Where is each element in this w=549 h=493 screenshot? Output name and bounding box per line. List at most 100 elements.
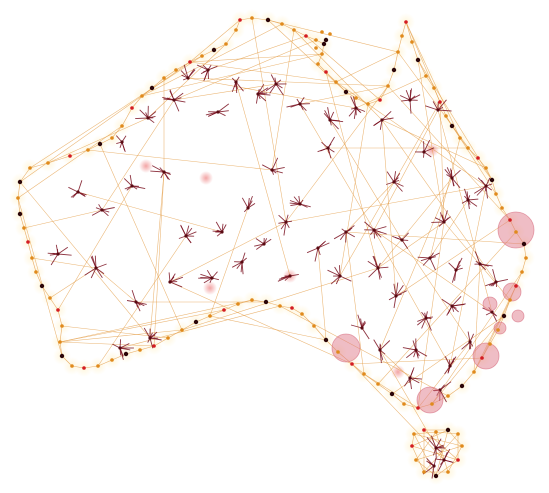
coast-dot-icon	[422, 470, 426, 474]
hub-ray	[339, 275, 352, 282]
hub-ray	[429, 252, 440, 259]
hub-ray	[241, 252, 246, 263]
coast-link	[351, 363, 365, 375]
hub-ray	[422, 257, 431, 266]
hub-ray	[393, 172, 401, 183]
hub-ray	[169, 276, 184, 283]
hub-ray	[435, 438, 442, 449]
network-link	[147, 43, 227, 119]
hub-core	[360, 326, 364, 330]
coast-link	[47, 155, 71, 164]
hub-core	[284, 220, 288, 224]
coast-dot-icon	[444, 114, 448, 118]
hub-ray	[412, 340, 417, 351]
hub-core	[274, 82, 278, 86]
hub-ray	[350, 324, 363, 329]
hub-star-icon	[414, 139, 435, 158]
coast-dot-icon	[402, 402, 406, 406]
network-link	[207, 35, 307, 71]
hub-star-icon	[474, 177, 493, 199]
network-link	[87, 149, 273, 171]
hub-star-icon	[485, 268, 508, 288]
coast-link	[223, 303, 239, 311]
hub-ray	[185, 227, 193, 237]
hub-ray	[240, 261, 243, 273]
hub-core	[428, 256, 432, 260]
network-link	[443, 221, 511, 301]
hub-ray	[306, 247, 319, 254]
hub-ray	[409, 377, 420, 384]
coast-dot-icon	[484, 166, 488, 170]
coast-link	[251, 17, 269, 21]
tas-link	[435, 429, 449, 477]
hub-ray	[474, 251, 481, 265]
hub-ray	[379, 349, 382, 364]
hub-core	[434, 446, 438, 450]
network-link	[189, 53, 323, 63]
hub-star-icon	[198, 269, 220, 284]
hub-star-icon	[180, 64, 196, 81]
network-link	[417, 221, 445, 409]
network-link	[59, 341, 155, 347]
hub-star-icon	[150, 165, 171, 181]
coast-dot-icon	[152, 344, 156, 348]
coast-dot-icon	[278, 304, 282, 308]
coast-link	[163, 69, 177, 79]
faint-glows	[139, 143, 439, 379]
hub-core	[118, 346, 122, 350]
hub-ray	[123, 178, 133, 187]
coast-dot-icon	[424, 74, 428, 78]
coast-dot-icon	[149, 85, 155, 91]
network-link	[299, 85, 389, 105]
hub-ray	[265, 83, 277, 92]
coast-dot-icon	[130, 106, 134, 110]
hub-ray	[495, 278, 508, 283]
coast-link	[125, 349, 141, 355]
hub-core	[234, 80, 238, 84]
coast-link	[417, 59, 427, 77]
hub-core	[338, 274, 342, 278]
coast-link	[213, 43, 227, 51]
coast-dot-icon	[433, 473, 439, 479]
network-link	[153, 171, 165, 347]
hub-ray	[492, 268, 497, 283]
coast-dot-icon	[304, 34, 308, 38]
coast-link	[495, 193, 503, 209]
hub-star-icon	[441, 295, 466, 316]
coast-link	[121, 107, 133, 127]
coast-dot-icon	[396, 50, 400, 54]
hub-ray	[474, 185, 487, 194]
coast-link	[433, 87, 441, 103]
coast-dot-icon	[140, 94, 144, 98]
hub-ray	[329, 119, 339, 130]
coast-dot-icon	[514, 284, 518, 288]
coast-dot-icon	[362, 372, 366, 376]
hub-ray	[423, 147, 435, 153]
hub-ray	[393, 295, 397, 309]
coast-dot-icon	[391, 67, 397, 73]
coast-link	[237, 299, 253, 305]
hub-ray	[368, 267, 379, 278]
hub-star-icon	[417, 252, 440, 271]
hub-ray	[270, 74, 277, 85]
hub-ray	[314, 247, 319, 262]
population-bubble-icon	[511, 309, 525, 323]
hub-ray	[423, 139, 431, 153]
hub-core	[220, 230, 224, 234]
hub-ray	[367, 260, 379, 269]
coast-link	[355, 97, 369, 105]
hub-star-icon	[112, 339, 134, 360]
hub-ray	[329, 119, 344, 123]
hub-core	[400, 238, 404, 242]
hub-star-icon	[178, 224, 197, 244]
hub-ray	[377, 267, 381, 280]
tas-link	[411, 445, 425, 473]
hub-star-icon	[115, 135, 127, 153]
network-link	[377, 177, 453, 269]
network-link	[401, 239, 471, 343]
coast-dot-icon	[58, 340, 62, 344]
hub-ray	[437, 99, 447, 111]
coast-link	[35, 271, 43, 287]
coast-link	[27, 241, 33, 259]
coast-dot-icon	[174, 68, 178, 72]
